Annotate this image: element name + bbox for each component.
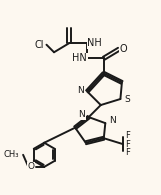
Text: F: F (125, 140, 130, 149)
Text: F: F (125, 148, 130, 157)
Text: N: N (79, 110, 85, 119)
Text: CH₃: CH₃ (3, 150, 19, 159)
Text: S: S (124, 95, 130, 104)
Text: HN: HN (72, 53, 87, 63)
Text: NH: NH (87, 38, 102, 48)
Text: N: N (109, 116, 115, 125)
Text: F: F (125, 131, 130, 140)
Text: O: O (28, 162, 35, 171)
Text: Cl: Cl (34, 40, 44, 50)
Text: O: O (120, 44, 127, 54)
Text: N: N (77, 86, 84, 95)
